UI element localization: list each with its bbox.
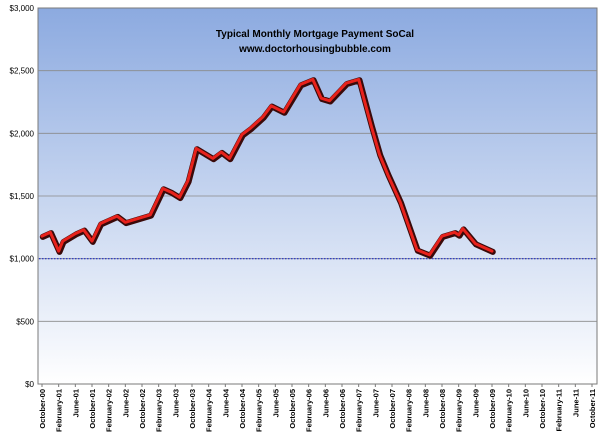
x-tick-label: June-09	[471, 389, 480, 417]
data-point	[82, 228, 85, 232]
data-point	[249, 127, 252, 130]
y-tick-label: $3,000	[10, 4, 35, 13]
data-point	[161, 187, 165, 190]
data-point	[107, 218, 110, 222]
data-point	[378, 153, 381, 156]
data-points	[40, 78, 494, 257]
x-axis: October-00 February-01 June-01 October-01 Fe…	[38, 384, 597, 432]
data-point	[124, 221, 127, 224]
x-tick-label: June-03	[171, 389, 180, 417]
data-point	[386, 173, 390, 176]
x-tick-label: October-06	[338, 389, 347, 429]
data-point	[428, 253, 431, 257]
data-point	[461, 227, 465, 230]
x-tick-label: June-10	[521, 389, 530, 417]
data-point	[169, 191, 173, 194]
data-point	[328, 99, 331, 102]
data-point	[319, 97, 323, 100]
x-tick-label: June-11	[571, 389, 580, 417]
x-tick-label: June-01	[71, 389, 80, 417]
data-point	[369, 124, 373, 128]
x-tick-label: February-07	[355, 389, 364, 432]
x-tick-label: October-03	[188, 389, 197, 429]
x-tick-label: October-04	[238, 388, 247, 428]
x-tick-label: February-02	[105, 389, 114, 432]
y-tick-label: $1,000	[10, 255, 35, 264]
data-point	[457, 233, 460, 237]
data-point	[299, 83, 302, 86]
data-point	[474, 242, 477, 245]
x-tick-label: June-07	[371, 389, 380, 417]
data-point	[90, 239, 94, 243]
data-point	[240, 133, 244, 136]
data-point	[194, 147, 198, 150]
data-point	[282, 110, 285, 114]
x-tick-label: October-05	[288, 389, 297, 429]
data-point	[74, 232, 77, 235]
data-point	[49, 231, 52, 234]
y-tick-label: $2,000	[10, 129, 35, 138]
y-tick-label: $500	[16, 317, 34, 326]
data-point	[453, 231, 456, 234]
data-point	[399, 201, 402, 204]
x-tick-label: October-01	[88, 389, 97, 429]
y-tick-label: $2,500	[10, 67, 35, 76]
data-point	[136, 217, 140, 220]
data-point	[261, 115, 265, 119]
x-tick-label: June-04	[221, 388, 230, 417]
x-tick-label: October-07	[388, 389, 397, 429]
x-tick-label: June-05	[271, 389, 280, 417]
x-tick-label: February-10	[505, 389, 514, 432]
data-point	[40, 234, 44, 238]
data-point	[311, 78, 315, 81]
data-point	[490, 249, 494, 253]
x-tick-label: February-11	[555, 389, 564, 432]
data-point	[344, 82, 348, 85]
data-point	[219, 150, 223, 154]
x-tick-label: June-02	[121, 389, 130, 417]
data-point	[178, 196, 181, 199]
y-tick-label: $0	[25, 380, 34, 389]
data-point	[57, 249, 60, 253]
x-tick-label: February-05	[255, 389, 264, 432]
x-tick-label: October-10	[538, 389, 547, 429]
x-tick-label: February-09	[455, 389, 464, 432]
chart-subtitle: www.doctorhousingbubble.com	[238, 44, 391, 55]
y-tick-label: $1,500	[10, 192, 35, 201]
x-tick-label: October-08	[438, 389, 447, 429]
data-point	[269, 104, 273, 107]
x-tick-label: October-02	[138, 389, 147, 429]
data-point	[440, 234, 444, 238]
x-tick-label: February-03	[155, 389, 164, 432]
data-point	[415, 248, 419, 252]
x-tick-label: February-08	[405, 389, 414, 432]
data-point	[228, 157, 231, 160]
x-tick-label: June-08	[421, 389, 430, 417]
data-point	[357, 78, 360, 81]
x-tick-label: October-00	[38, 389, 47, 429]
x-tick-label: February-04	[205, 388, 214, 432]
x-tick-label: June-06	[321, 389, 330, 417]
x-tick-label: February-06	[305, 389, 314, 432]
data-point	[149, 213, 152, 216]
chart-title: Typical Monthly Mortgage Payment SoCal	[216, 29, 414, 40]
data-point	[115, 214, 119, 218]
gridlines	[38, 70, 597, 322]
x-tick-label: October-11	[588, 389, 597, 428]
x-tick-label: February-01	[55, 389, 64, 432]
data-point	[99, 222, 102, 225]
data-point	[336, 90, 340, 94]
data-point	[211, 157, 215, 160]
y-axis: $0 $500 $1,000 $1,500 $2,000 $2,500 $3,000	[10, 4, 35, 389]
data-point	[61, 239, 65, 243]
data-point	[186, 179, 190, 183]
x-tick-label: October-09	[488, 389, 497, 429]
